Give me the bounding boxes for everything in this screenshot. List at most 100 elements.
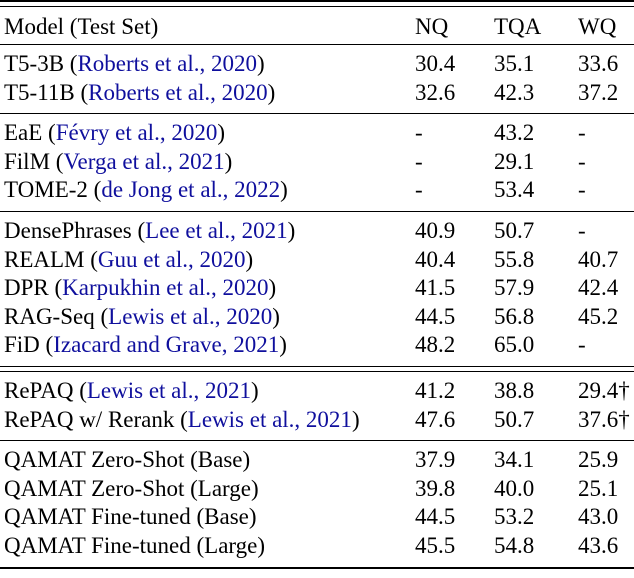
citation-link[interactable]: Lewis et al., 2021 bbox=[86, 377, 252, 403]
model-cell: RePAQ (Lewis et al., 2021) bbox=[0, 377, 415, 406]
model-cell: QAMAT Zero-Shot (Base) bbox=[0, 446, 415, 475]
wq-value: - bbox=[578, 148, 586, 174]
nq-value: 44.5 bbox=[415, 504, 456, 530]
model-name-close: ) bbox=[245, 246, 254, 272]
nq-value: 39.8 bbox=[415, 475, 456, 501]
model-name: RePAQ ( bbox=[4, 377, 87, 403]
tqa-value: 54.8 bbox=[494, 532, 535, 558]
nq-value: 45.5 bbox=[415, 532, 456, 558]
citation-link[interactable]: Verga et al., 2021 bbox=[63, 148, 225, 174]
table-row: RAG-Seq (Lewis et al., 2020) 44.5 56.8 4… bbox=[0, 303, 634, 332]
nq-value: 30.4 bbox=[415, 51, 456, 76]
model-name-close: ) bbox=[217, 120, 225, 146]
model-name: QAMAT Zero-Shot (Base) bbox=[4, 447, 251, 473]
tqa-value: 43.2 bbox=[494, 120, 535, 146]
model-name-close: ) bbox=[279, 332, 287, 358]
tqa-value: 53.4 bbox=[494, 177, 535, 203]
citation-link[interactable]: Lee et al., 2021 bbox=[145, 217, 288, 243]
model-cell: REALM (Guu et al., 2020) bbox=[0, 246, 415, 275]
table-top-rule bbox=[0, 0, 634, 7]
nq-value: 47.6 bbox=[415, 406, 456, 432]
model-name-close: ) bbox=[272, 303, 280, 329]
model-name: TOME-2 ( bbox=[4, 177, 102, 203]
column-header-model: Model (Test Set) bbox=[4, 14, 159, 39]
model-name-close: ) bbox=[224, 148, 233, 174]
wq-value: 43.0 bbox=[578, 504, 619, 530]
table-bottom-rule bbox=[0, 566, 634, 569]
model-cell: FilM (Verga et al., 2021) bbox=[0, 148, 415, 177]
model-name-close: ) bbox=[268, 275, 277, 301]
table-row: TOME-2 (de Jong et al., 2022) - 53.4 - bbox=[0, 176, 634, 205]
table-row: DPR (Karpukhin et al., 2020) 41.5 57.9 4… bbox=[0, 274, 634, 303]
model-cell: T5-3B (Roberts et al., 2020) bbox=[0, 50, 415, 79]
model-name: DensePhrases ( bbox=[4, 217, 146, 243]
model-cell: QAMAT Fine-tuned (Base) bbox=[0, 503, 415, 532]
table-row: QAMAT Fine-tuned (Base) 44.5 53.2 43.0 bbox=[0, 503, 634, 532]
citation-link[interactable]: Lewis et al., 2020 bbox=[108, 303, 273, 329]
table-row: DensePhrases (Lee et al., 2021) 40.9 50.… bbox=[0, 217, 634, 246]
wq-value: 43.6 bbox=[578, 532, 619, 558]
tqa-value: 40.0 bbox=[494, 475, 535, 501]
model-name: RePAQ w/ Rerank ( bbox=[4, 406, 188, 432]
model-name: FilM ( bbox=[4, 148, 64, 174]
citation-link[interactable]: Izacard and Grave, 2021 bbox=[53, 332, 280, 358]
table-row: REALM (Guu et al., 2020) 40.4 55.8 40.7 bbox=[0, 246, 634, 275]
citation-link[interactable]: de Jong et al., 2022 bbox=[101, 177, 281, 203]
table-header-row: Model (Test Set) NQ TQA WQ bbox=[0, 7, 634, 44]
table-row: FilM (Verga et al., 2021) - 29.1 - bbox=[0, 148, 634, 177]
model-cell: TOME-2 (de Jong et al., 2022) bbox=[0, 176, 415, 205]
table-group-entity-memory: EaE (Févry et al., 2020) - 43.2 - FilM (… bbox=[0, 114, 634, 211]
tqa-value: 57.9 bbox=[494, 275, 535, 301]
section-separator-rule bbox=[0, 440, 634, 442]
tqa-value: 50.7 bbox=[494, 406, 535, 432]
tqa-value: 50.7 bbox=[494, 217, 535, 243]
model-name-close: ) bbox=[280, 177, 288, 203]
table-row: T5-11B (Roberts et al., 2020) 32.6 42.3 … bbox=[0, 79, 634, 108]
model-name: QAMAT Fine-tuned (Large) bbox=[4, 532, 266, 558]
nq-value: - bbox=[415, 177, 423, 203]
model-name-close: ) bbox=[287, 217, 296, 243]
nq-value: 32.6 bbox=[415, 79, 456, 105]
citation-link[interactable]: Roberts et al., 2020 bbox=[77, 51, 257, 76]
wq-value: - bbox=[578, 217, 586, 243]
nq-value: 37.9 bbox=[415, 447, 456, 473]
model-cell: QAMAT Fine-tuned (Large) bbox=[0, 532, 415, 561]
column-header-tqa: TQA bbox=[494, 14, 542, 39]
table-row: T5-3B (Roberts et al., 2020) 30.4 35.1 3… bbox=[0, 50, 634, 79]
citation-link[interactable]: Févry et al., 2020 bbox=[55, 120, 218, 146]
wq-value: - bbox=[578, 332, 586, 358]
table-row: QAMAT Fine-tuned (Large) 45.5 54.8 43.6 bbox=[0, 532, 634, 561]
model-cell: DPR (Karpukhin et al., 2020) bbox=[0, 274, 415, 303]
citation-link[interactable]: Lewis et al., 2021 bbox=[187, 406, 352, 432]
tqa-value: 35.1 bbox=[494, 51, 535, 76]
model-name: QAMAT Fine-tuned (Base) bbox=[4, 504, 257, 530]
wq-value: 45.2 bbox=[578, 303, 619, 329]
citation-link[interactable]: Roberts et al., 2020 bbox=[88, 79, 268, 105]
wq-value: - bbox=[578, 177, 586, 203]
model-name: DPR ( bbox=[4, 275, 63, 301]
table-group-t5: T5-3B (Roberts et al., 2020) 30.4 35.1 3… bbox=[0, 45, 634, 113]
citation-link[interactable]: Guu et al., 2020 bbox=[97, 246, 246, 272]
wq-value: 42.4 bbox=[578, 275, 619, 301]
model-cell: RePAQ w/ Rerank (Lewis et al., 2021) bbox=[0, 406, 415, 435]
nq-value: 41.2 bbox=[415, 377, 456, 403]
model-cell: QAMAT Zero-Shot (Large) bbox=[0, 475, 415, 504]
section-separator-rule bbox=[0, 113, 634, 115]
nq-value: - bbox=[415, 148, 423, 174]
table-row: RePAQ w/ Rerank (Lewis et al., 2021) 47.… bbox=[0, 406, 634, 435]
table-group-repaq: RePAQ (Lewis et al., 2021) 41.2 38.8 29.… bbox=[0, 372, 634, 440]
tqa-value: 38.8 bbox=[494, 377, 535, 403]
citation-link[interactable]: Karpukhin et al., 2020 bbox=[62, 275, 269, 301]
model-name: REALM ( bbox=[4, 246, 98, 272]
tqa-value: 55.8 bbox=[494, 246, 535, 272]
table-group-qamat: QAMAT Zero-Shot (Base) 37.9 34.1 25.9 QA… bbox=[0, 441, 634, 566]
nq-value: 44.5 bbox=[415, 303, 456, 329]
table-row: EaE (Févry et al., 2020) - 43.2 - bbox=[0, 119, 634, 148]
nq-value: 41.5 bbox=[415, 275, 456, 301]
wq-value: 37.2 bbox=[578, 79, 619, 105]
wq-value: 33.6 bbox=[578, 51, 619, 76]
nq-value: 40.9 bbox=[415, 217, 456, 243]
header-separator-rule bbox=[0, 44, 634, 45]
model-name: T5-11B ( bbox=[4, 79, 89, 105]
